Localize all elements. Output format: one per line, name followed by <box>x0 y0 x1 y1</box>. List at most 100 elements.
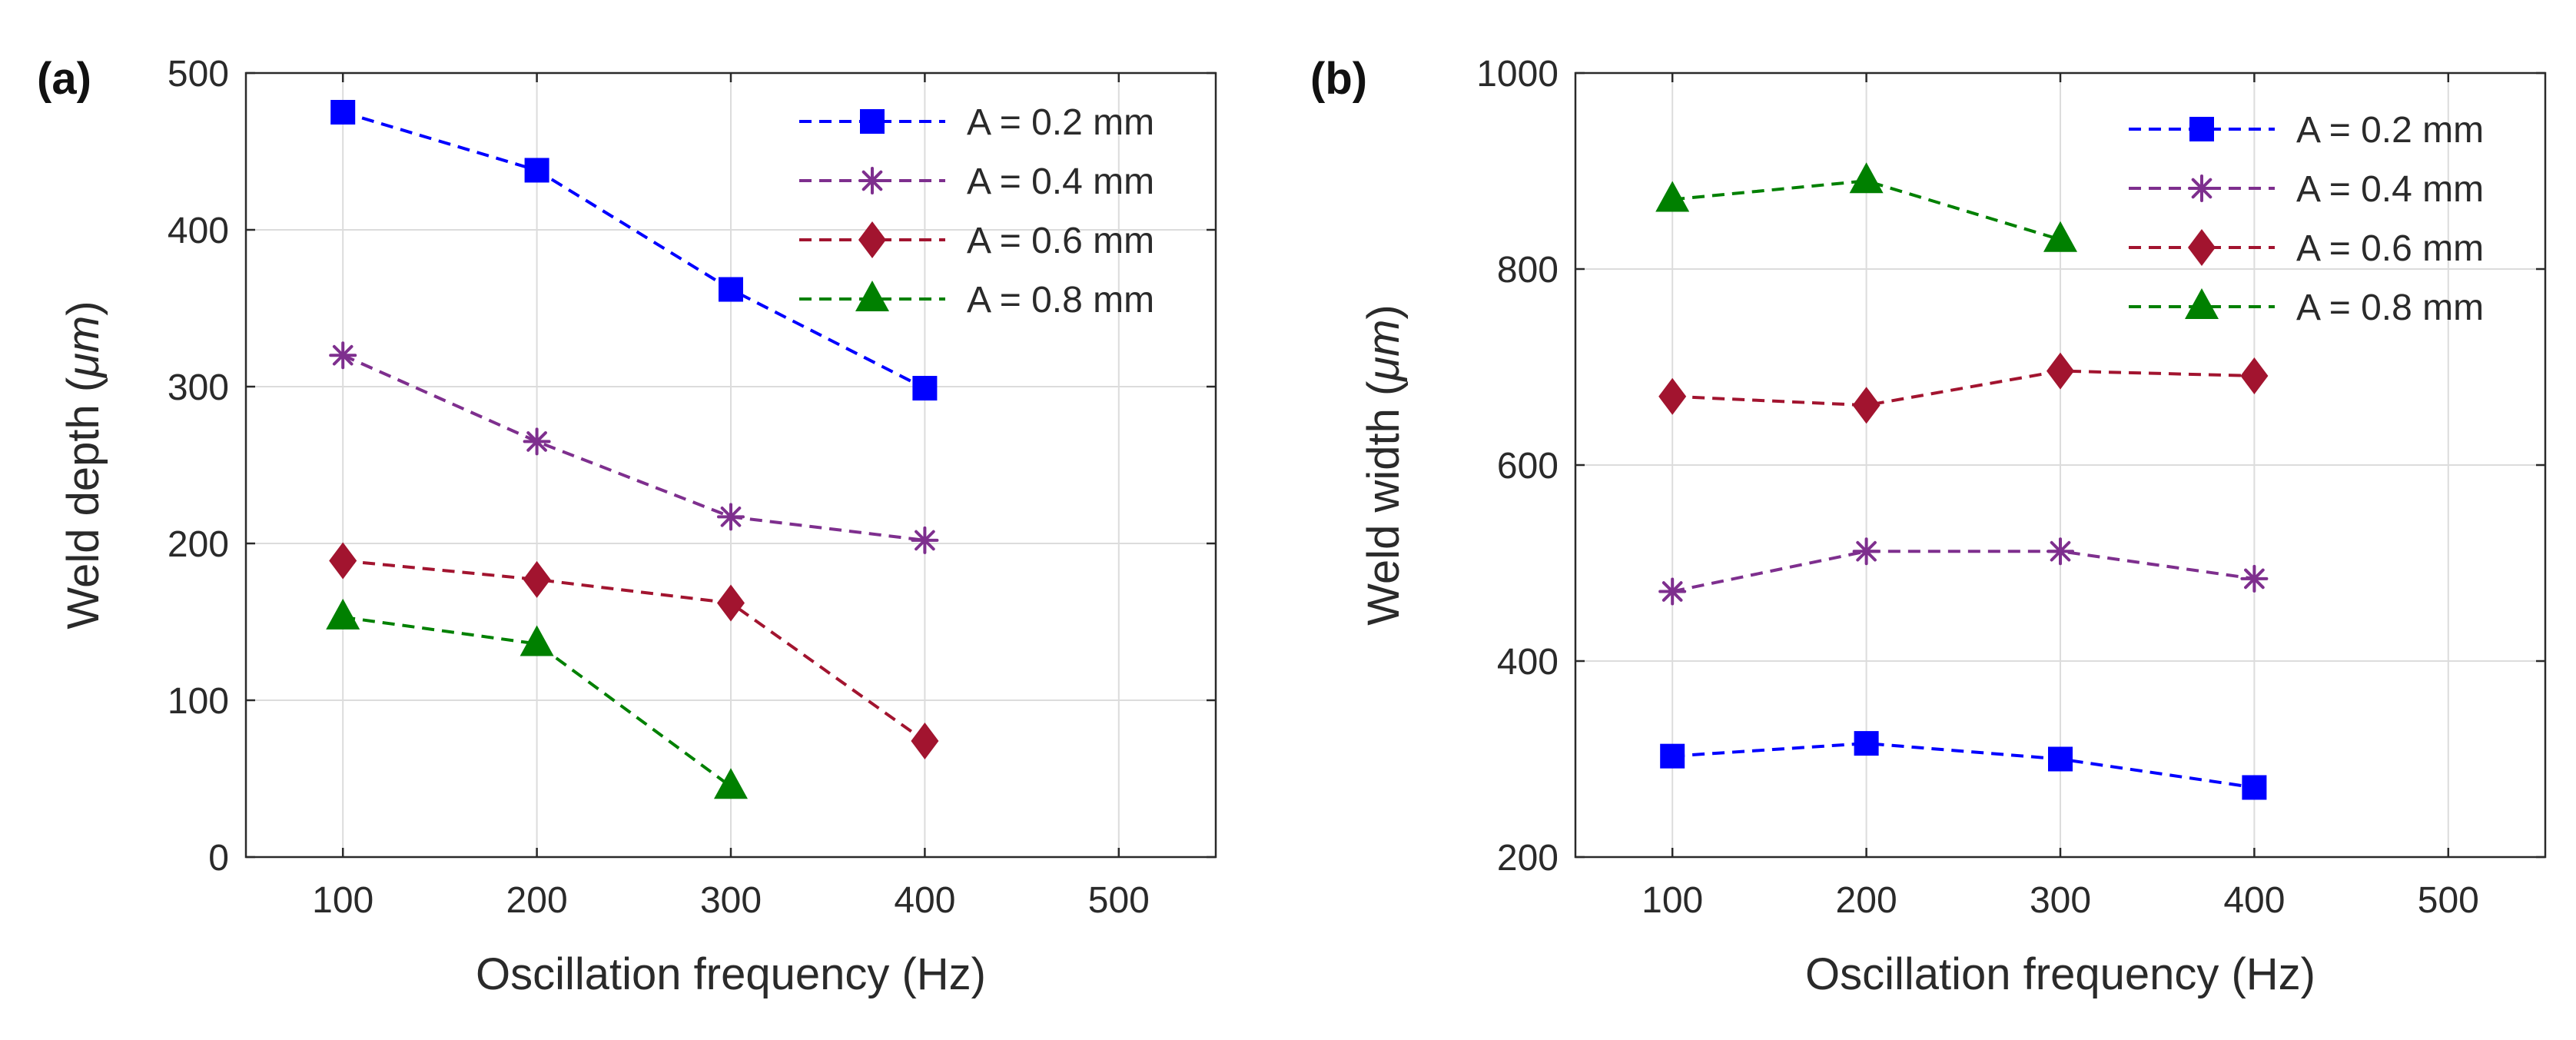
data-point-marker <box>329 542 357 580</box>
data-point-marker <box>1852 537 1881 566</box>
series-08 <box>1655 162 2077 252</box>
y-tick-label: 500 <box>168 54 229 95</box>
x-axis-label: Oscillation frequency (Hz) <box>476 949 986 999</box>
series-line <box>1671 550 2255 593</box>
data-point-marker <box>2047 352 2074 390</box>
series-line <box>1672 369 2255 407</box>
data-point-marker <box>911 723 939 760</box>
y-tick-label: 400 <box>168 211 229 251</box>
data-point-marker <box>2048 746 2073 772</box>
y-axis-label: Weld width (μm) <box>1359 304 1409 625</box>
y-tick-label: 100 <box>168 681 229 722</box>
data-point-marker <box>717 503 745 531</box>
y-tick-label: 1000 <box>1476 54 1559 95</box>
x-tick-label: 400 <box>2223 880 2285 921</box>
x-tick-label: 300 <box>700 880 762 921</box>
series-line <box>342 615 732 788</box>
chart-panel-b: 100 200 300 400 500 200 400 600 800 1000 Oscillati… <box>1310 54 2547 999</box>
legend-marker <box>2188 174 2216 202</box>
data-point-marker <box>520 625 554 656</box>
legend-marker <box>855 281 889 311</box>
legend: A = 0.2 mm A = 0.4 mm A = 0.6 mm A = 0.8 mm <box>799 102 1154 321</box>
y-tick-label: 200 <box>168 524 229 565</box>
legend-marker <box>2188 229 2216 266</box>
data-point-marker <box>2047 537 2074 566</box>
data-point-marker <box>523 427 551 456</box>
y-tick-label: 800 <box>1497 250 1559 291</box>
legend: A = 0.2 mm A = 0.4 mm A = 0.6 mm A = 0.8 mm <box>2129 110 2484 328</box>
series-02 <box>1660 731 2267 800</box>
data-point-marker <box>719 277 743 302</box>
legend-marker <box>858 221 886 258</box>
x-tick-label: 200 <box>506 880 568 921</box>
y-tick-label: 0 <box>208 838 229 879</box>
data-point-marker <box>1660 743 1685 769</box>
x-tick-label: 100 <box>1642 880 1703 921</box>
data-point-marker <box>2242 775 2267 800</box>
series-04 <box>1658 537 2269 606</box>
legend-entry-label: A = 0.8 mm <box>967 280 1154 321</box>
data-point-marker <box>330 100 356 125</box>
legend-entry-label: A = 0.6 mm <box>2296 228 2484 269</box>
data-point-marker <box>326 598 360 630</box>
x-tick-label: 500 <box>2418 880 2479 921</box>
data-point-marker <box>1852 387 1881 424</box>
series-06 <box>329 542 939 760</box>
data-point-marker <box>911 526 939 554</box>
series-line <box>342 111 926 390</box>
data-point-marker <box>1658 377 1687 415</box>
legend-entry-label: A = 0.4 mm <box>967 161 1154 202</box>
x-axis-label: Oscillation frequency (Hz) <box>1805 949 2315 999</box>
data-point-marker <box>524 158 549 183</box>
data-point-marker <box>2240 564 2269 593</box>
data-point-marker <box>2043 221 2077 252</box>
legend-marker <box>860 109 885 134</box>
legend-entry-label: A = 0.4 mm <box>2296 169 2484 210</box>
series-08 <box>326 598 748 799</box>
legend-entry-label: A = 0.6 mm <box>967 221 1154 261</box>
legend-marker <box>2189 117 2214 141</box>
x-tick-label: 100 <box>312 880 373 921</box>
data-point-marker <box>714 768 748 799</box>
series-04 <box>329 341 939 554</box>
legend-entry-label: A = 0.8 mm <box>2296 287 2484 328</box>
y-tick-label: 200 <box>1497 838 1559 879</box>
y-tick-label: 400 <box>1497 642 1559 683</box>
y-tick-label: 300 <box>168 367 229 408</box>
x-tick-label: 400 <box>894 880 955 921</box>
data-point-marker <box>1655 181 1690 212</box>
y-axis-label-suffix: ) <box>1359 304 1409 319</box>
legend-marker <box>858 167 886 194</box>
y-axis-label-unit: μm <box>58 316 108 379</box>
y-axis-label: Weld depth (μm) <box>58 301 108 629</box>
x-tick-label: 500 <box>1088 880 1150 921</box>
data-point-marker <box>1658 577 1687 606</box>
y-axis-label-prefix: Weld width ( <box>1359 381 1409 626</box>
y-tick-label: 600 <box>1497 446 1559 487</box>
legend-entry-label: A = 0.2 mm <box>967 102 1154 143</box>
y-axis-label-prefix: Weld depth ( <box>58 377 108 630</box>
series-line <box>1672 742 2255 789</box>
series-line <box>1672 179 2061 241</box>
data-point-marker <box>329 341 357 370</box>
x-tick-label: 300 <box>2030 880 2091 921</box>
x-tick-label: 200 <box>1836 880 1897 921</box>
data-point-marker <box>523 560 551 598</box>
panel-label: (b) <box>1310 54 1367 104</box>
data-point-marker <box>717 584 745 622</box>
chart-panel-a: 100 200 300 400 500 0 100 200 300 400 500 Oscillati… <box>37 54 1217 999</box>
series-line <box>342 354 925 542</box>
panel-label: (a) <box>37 54 91 104</box>
data-point-marker <box>1854 731 1879 756</box>
legend-entry-label: A = 0.2 mm <box>2296 110 2484 151</box>
series-line <box>343 559 926 743</box>
series-06 <box>1658 352 2269 424</box>
y-axis-label-unit: μm <box>1359 320 1409 383</box>
y-axis-label-suffix: ) <box>58 301 108 315</box>
data-point-marker <box>912 376 938 401</box>
series-02 <box>330 100 938 401</box>
legend-marker <box>2185 288 2219 319</box>
data-point-marker <box>1849 162 1884 194</box>
data-point-marker <box>2240 357 2269 394</box>
